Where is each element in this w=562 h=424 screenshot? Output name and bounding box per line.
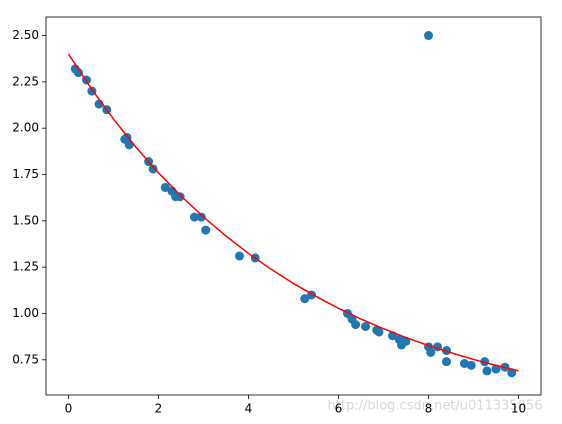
scatter-point — [160, 182, 170, 192]
scatter-point — [361, 321, 370, 331]
y-tick-label: 1.75 — [12, 167, 39, 181]
fit-line — [67, 53, 519, 372]
axes-frame — [45, 16, 542, 396]
scatter-point — [424, 31, 433, 41]
watermark: http://blog.csdn.net/u011335056 — [328, 399, 543, 414]
scatter-point — [466, 360, 476, 370]
x-tick-label: 8 — [425, 402, 433, 416]
scatter-point — [190, 212, 199, 222]
x-tick-label: 4 — [245, 402, 253, 416]
scatter-point — [300, 294, 310, 304]
y-tick-label: 1.50 — [12, 213, 39, 227]
y-tick-label: 2.00 — [12, 121, 39, 135]
y-tick-label: 1.25 — [12, 260, 39, 274]
scatter-point — [482, 366, 492, 376]
scatter-point — [374, 327, 384, 337]
x-tick-label: 0 — [65, 402, 73, 416]
scatter-point — [73, 68, 83, 78]
y-tick-label: 0.75 — [12, 352, 39, 366]
scatter-point — [196, 212, 206, 222]
x-tick-label: 2 — [155, 402, 163, 416]
scatter-point — [426, 347, 436, 357]
y-tick-label: 1.00 — [12, 306, 39, 320]
scatter-point — [491, 364, 501, 374]
x-tick-label: 10 — [511, 402, 526, 416]
scatter-point — [235, 251, 244, 261]
y-tick-label: 2.25 — [12, 74, 39, 88]
x-tick-label: 6 — [335, 402, 343, 416]
y-tick-label: 2.50 — [12, 28, 39, 42]
scatter-point — [201, 225, 211, 235]
scatter-point — [460, 359, 469, 368]
scatter-point — [175, 192, 185, 202]
scatter-point — [351, 320, 361, 330]
scatter-point — [148, 164, 158, 174]
scatter-point — [442, 357, 451, 367]
